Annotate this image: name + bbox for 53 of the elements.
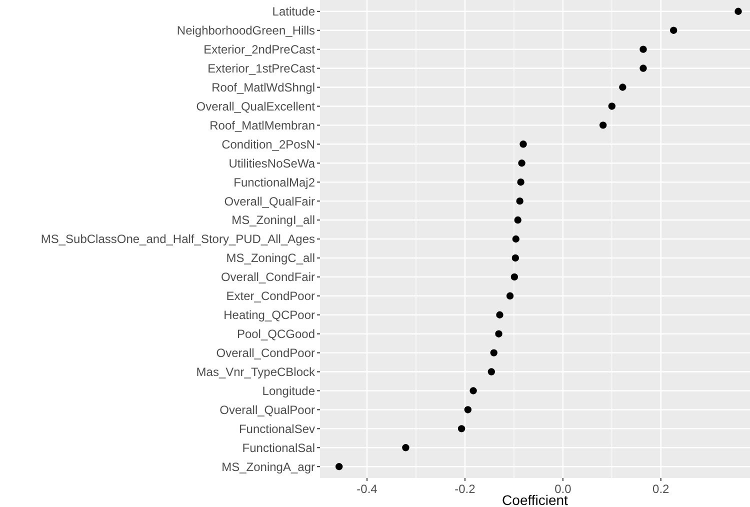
y-tick-label: Overall_CondFair — [220, 270, 315, 284]
y-tick-label: FunctionalMaj2 — [234, 175, 316, 190]
point — [510, 273, 518, 281]
x-tick-label: 0.2 — [652, 482, 670, 496]
y-tick-label: MS_SubClassOne_and_Half_Story_PUD_All_Ages — [40, 232, 315, 246]
y-tick-label: Longitude — [262, 384, 316, 398]
y-tick-label: Condition_2PosN — [222, 137, 315, 152]
x-tick-label: -0.4 — [356, 482, 378, 496]
y-tick-label: Exter_CondPoor — [226, 289, 315, 304]
point — [506, 292, 514, 300]
point — [512, 254, 520, 262]
point — [517, 178, 524, 186]
y-tick-label: Overall_QualFair — [224, 194, 315, 208]
y-tick-label: Latitude — [272, 4, 316, 19]
point — [640, 64, 647, 72]
point — [514, 216, 522, 224]
x-tick-label: -0.2 — [454, 482, 476, 496]
point — [608, 102, 616, 110]
y-tick-label: Exterior_2ndPreCast — [204, 42, 316, 57]
y-tick-label: Roof_MatlWdShngl — [212, 80, 315, 94]
y-tick-label: Heating_QCPoor — [224, 308, 315, 322]
point — [640, 46, 647, 53]
point — [518, 160, 526, 167]
y-tick-label: FunctionalSal — [242, 440, 315, 455]
y-tick-label: MS_ZoningA_agr — [222, 460, 315, 474]
point — [336, 463, 343, 470]
point — [520, 140, 527, 148]
point — [670, 26, 678, 34]
y-tick-label: UtilitiesNoSeWa — [228, 156, 316, 170]
point — [516, 197, 524, 205]
y-tick-label: MS_ZoningC_all — [226, 251, 315, 266]
point — [464, 406, 472, 414]
point — [402, 444, 410, 452]
point — [470, 387, 477, 394]
point — [734, 8, 742, 15]
point — [619, 84, 626, 91]
point — [599, 122, 607, 129]
point — [488, 368, 496, 376]
y-tick-label: MS_ZoningI_all — [232, 213, 315, 228]
point — [458, 425, 466, 432]
y-tick-label: Roof_MatlMembran — [210, 118, 315, 132]
y-tick-label: Pool_QCGood — [236, 327, 315, 342]
y-tick-label: Overall_CondPoor — [216, 346, 316, 360]
y-tick-label: Overall_QualExcellent — [196, 99, 316, 114]
y-tick-label: FunctionalSev — [238, 422, 315, 436]
point — [496, 311, 504, 318]
y-tick-label: NeighborhoodGreen_Hills — [176, 24, 315, 38]
point — [495, 330, 502, 338]
point — [512, 235, 520, 243]
point — [490, 349, 498, 356]
y-tick-label: Mas_Vnr_TypeCBlock — [196, 364, 316, 379]
y-tick-label: Exterior_1stPreCast — [208, 61, 316, 76]
y-tick-label: Overall_QualPoor — [220, 402, 315, 417]
